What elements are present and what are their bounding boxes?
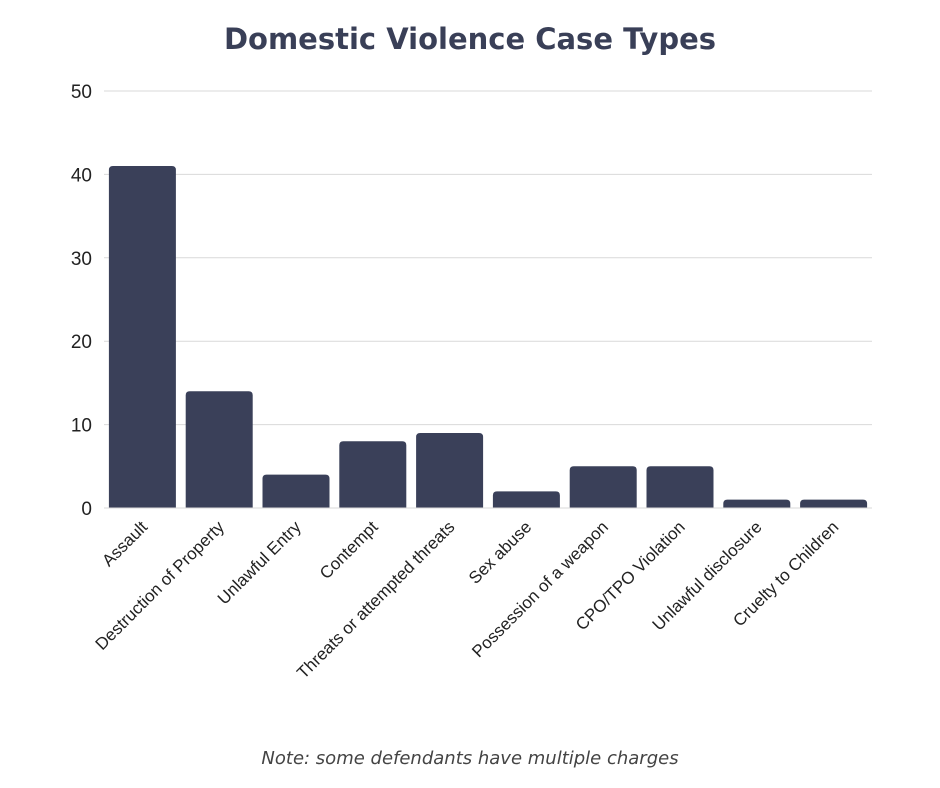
x-tick-label: Sex abuse xyxy=(465,517,535,587)
bar xyxy=(569,466,637,508)
y-tick-label: 50 xyxy=(71,82,92,103)
y-tick-label: 0 xyxy=(81,499,92,520)
y-tick-label: 20 xyxy=(71,332,92,353)
bar xyxy=(800,499,868,508)
bar xyxy=(339,441,407,508)
chart-title: Domestic Violence Case Types xyxy=(223,22,717,56)
bar xyxy=(185,391,253,508)
bar xyxy=(723,499,791,508)
y-tick-label: 10 xyxy=(71,416,92,437)
y-tick-label: 40 xyxy=(71,165,92,186)
x-tick-label: Assault xyxy=(98,517,151,570)
bar xyxy=(646,466,714,508)
y-tick-label: 30 xyxy=(71,249,92,270)
bar xyxy=(108,166,176,508)
x-tick-label: Possession of a weapon xyxy=(468,517,612,661)
bar xyxy=(262,474,330,508)
bar xyxy=(492,491,560,508)
chart-note: Note: some defendants have multiple char… xyxy=(261,748,679,769)
x-tick-label: Threats or attempted threats xyxy=(293,517,458,682)
x-tick-label: Contempt xyxy=(316,517,382,583)
x-tick-label: Destruction of Property xyxy=(92,517,229,654)
bar xyxy=(416,432,484,508)
